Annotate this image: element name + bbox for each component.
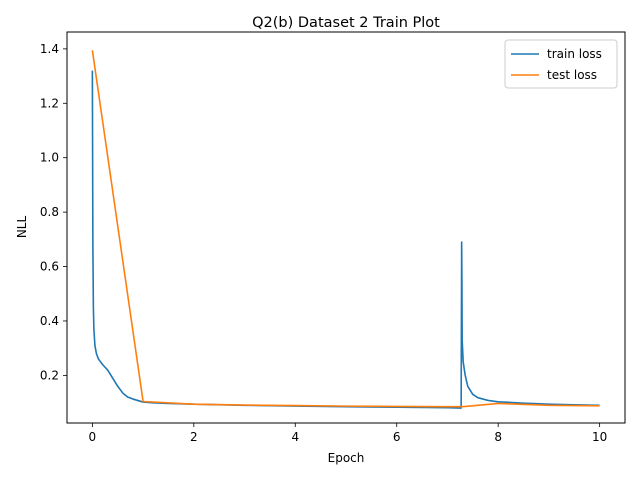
y-axis: 0.2 0.4 0.6 0.8 1.0 1.2 1.4 [40,42,67,382]
legend-box [504,39,618,89]
x-axis: 0 2 4 6 8 10 [89,423,607,444]
y-tick-label: 1.0 [40,151,59,165]
x-tick-label: 2 [190,430,198,444]
y-axis-label: NLL [15,216,29,239]
x-tick-label: 10 [592,430,607,444]
series-line-train-loss [91,70,600,409]
legend-label: test loss [547,68,597,82]
legend-label: train loss [547,47,602,61]
x-tick-label: 4 [291,430,299,444]
y-tick-label: 1.4 [40,42,59,56]
y-tick-label: 0.2 [40,368,59,382]
x-tick-label: 8 [494,430,502,444]
x-axis-label: Epoch [328,451,365,465]
series-line-test-loss [91,50,600,408]
plot-area-frame [66,31,626,424]
y-tick-label: 0.6 [40,260,59,274]
y-tick-label: 0.4 [40,314,59,328]
y-tick-label: 0.8 [40,205,59,219]
legend: train loss test loss [504,39,618,89]
chart-title: Q2(b) Dataset 2 Train Plot [252,15,440,31]
y-tick-label: 1.2 [40,96,59,110]
series-layer [91,50,600,409]
x-tick-label: 6 [393,430,401,444]
x-tick-label: 0 [89,430,97,444]
